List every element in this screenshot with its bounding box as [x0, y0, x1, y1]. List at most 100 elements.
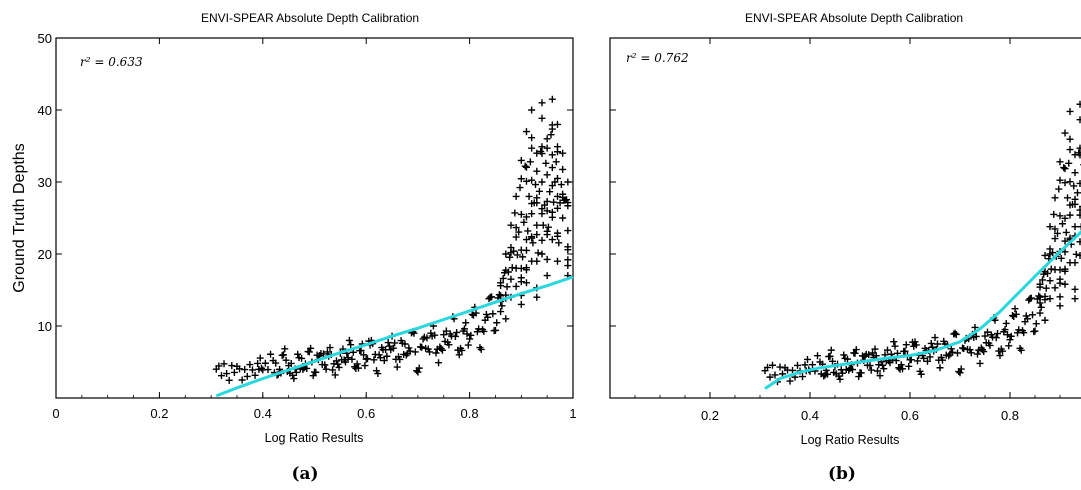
data-point — [1051, 194, 1059, 202]
data-point — [281, 345, 289, 353]
data-point — [272, 359, 280, 367]
data-point — [553, 204, 561, 212]
plot-frame-b — [609, 37, 1081, 399]
data-point — [976, 359, 984, 367]
data-point — [510, 247, 518, 255]
data-point — [538, 236, 546, 244]
data-point — [951, 329, 959, 337]
data-point — [927, 339, 935, 347]
data-point — [794, 361, 801, 369]
fit-line-b — [764, 229, 1081, 390]
data-point — [538, 210, 546, 218]
data-point — [1056, 176, 1064, 184]
data-point — [1024, 315, 1031, 323]
data-point — [529, 239, 537, 247]
data-point — [391, 339, 399, 347]
data-point — [947, 345, 955, 353]
data-point — [313, 351, 321, 359]
data-point — [553, 192, 561, 200]
data-point — [497, 308, 505, 316]
data-point — [459, 327, 467, 335]
data-point — [996, 352, 1004, 360]
data-point — [380, 357, 388, 365]
data-point — [936, 364, 944, 372]
data-point — [535, 187, 543, 195]
data-point — [564, 246, 572, 254]
data-point — [326, 344, 334, 352]
data-point — [902, 341, 910, 349]
data-point — [1056, 302, 1064, 310]
data-point — [307, 344, 315, 352]
data-point — [517, 300, 525, 308]
data-point — [876, 372, 884, 380]
data-point — [814, 352, 821, 360]
data-point — [1066, 211, 1074, 219]
data-point — [900, 347, 908, 355]
data-point — [512, 264, 520, 272]
data-point — [344, 354, 352, 362]
data-point — [827, 346, 835, 354]
data-point — [859, 352, 866, 360]
r-squared-label-b: r² = 0.762 — [626, 51, 689, 65]
data-point — [985, 339, 993, 347]
data-point — [426, 348, 434, 356]
data-point — [329, 366, 337, 374]
data-point — [463, 330, 471, 338]
data-point — [497, 282, 505, 290]
data-point — [914, 357, 921, 365]
data-point — [546, 188, 554, 196]
data-point — [248, 366, 256, 374]
data-point — [312, 368, 320, 376]
data-point — [769, 361, 776, 369]
data-point — [1076, 144, 1081, 152]
data-point — [503, 283, 511, 291]
data-point — [550, 198, 558, 206]
data-point — [829, 357, 836, 365]
data-point — [1061, 165, 1069, 173]
data-point — [801, 361, 809, 369]
x-tick-label-b: 0.4 — [801, 408, 819, 423]
data-point — [917, 370, 925, 378]
data-point — [799, 373, 806, 381]
data-point — [512, 282, 520, 290]
data-point — [543, 135, 551, 143]
data-point — [528, 134, 536, 142]
data-point — [475, 325, 483, 333]
data-point — [1044, 269, 1051, 277]
data-point — [1072, 250, 1080, 258]
data-point — [891, 342, 899, 350]
data-point — [374, 370, 382, 378]
data-point — [559, 214, 567, 222]
data-point — [1076, 238, 1081, 246]
data-point — [543, 197, 551, 205]
data-point — [472, 309, 480, 317]
data-point — [931, 334, 939, 342]
data-point — [299, 366, 307, 374]
data-point — [1036, 309, 1044, 317]
data-point — [1009, 312, 1016, 320]
data-point — [1051, 284, 1059, 292]
data-point — [363, 355, 371, 363]
chart-title-b: ENVI-SPEAR Absolute Depth Calibration — [745, 11, 963, 25]
data-point — [515, 228, 523, 236]
data-point — [957, 365, 965, 373]
data-point — [477, 345, 485, 353]
data-point — [318, 361, 326, 369]
chart-panel-a: ENVI-SPEAR Absolute Depth Calibration Gr… — [11, 11, 577, 445]
data-point — [406, 347, 414, 355]
data-point — [444, 338, 452, 346]
data-point — [499, 274, 507, 282]
data-point — [458, 346, 466, 354]
data-point — [522, 163, 530, 171]
data-point — [1064, 194, 1071, 202]
data-point — [1029, 311, 1036, 319]
x-axis-label-b: Log Ratio Results — [801, 433, 900, 447]
data-point — [507, 221, 515, 229]
data-point — [1076, 179, 1081, 187]
data-point — [517, 274, 525, 282]
data-point — [435, 359, 443, 367]
data-point — [451, 332, 459, 340]
data-point — [553, 232, 561, 240]
data-point — [442, 327, 450, 335]
